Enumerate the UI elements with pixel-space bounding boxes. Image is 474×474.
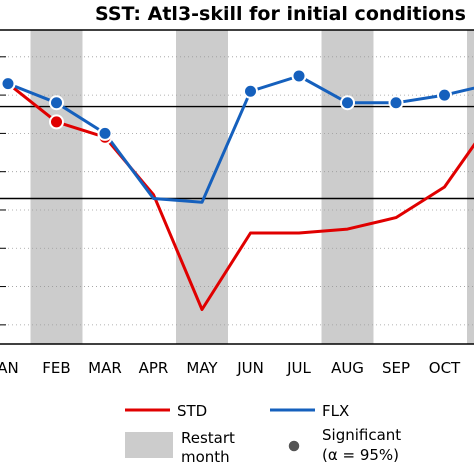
x-tick-label: MAY (186, 359, 218, 377)
marker-flx-aug (340, 95, 355, 111)
restart-bands (30, 30, 474, 344)
chart-title: SST: Atl3-skill for initial conditions (95, 3, 466, 25)
legend-restart-label-2: month (181, 448, 230, 466)
marker-flx-jun (243, 83, 258, 99)
series-line-std (7, 82, 474, 311)
marker-flx-oct (437, 87, 452, 103)
x-tick-label: OCT (429, 359, 461, 377)
x-tick-label: FEB (42, 359, 70, 377)
legend-significant-marker (287, 439, 301, 453)
legend-flx-label: FLX (322, 402, 349, 420)
x-tick-label: AUG (331, 359, 364, 377)
legend-std-label: STD (177, 402, 207, 420)
marker-flx-jul (291, 68, 307, 84)
legend-significant-label-1: Significant (322, 426, 401, 444)
x-tick-label: APR (139, 359, 169, 377)
grid-lines (0, 56, 474, 326)
x-tick-label: JUN (236, 359, 264, 377)
marker-std-feb (49, 114, 64, 130)
x-tick-labels: ANFEBMARAPRMAYJUNJULAUGSEPOCTN (0, 359, 461, 377)
marker-flx-mar (97, 125, 113, 141)
marker-flx-sep (388, 95, 404, 111)
marker-flx-feb (49, 95, 64, 111)
restart-band-feb (30, 30, 83, 344)
legend-significant-label-2: (α = 95%) (322, 446, 399, 464)
x-tick-label: MAR (88, 359, 122, 377)
marker-flx-jan (0, 76, 16, 92)
restart-band-nov (467, 30, 474, 344)
series-markers (0, 68, 452, 145)
legend-restart-swatch (125, 432, 173, 458)
x-tick-label: JUL (286, 359, 311, 377)
legend-restart-label-1: Restart (181, 429, 235, 447)
legend: STD FLX Restart month Significant (α = 9… (125, 402, 401, 466)
x-tick-label: SEP (382, 359, 410, 377)
plot-frame (0, 29, 474, 345)
restart-band-may (176, 30, 228, 344)
restart-band-aug (321, 30, 374, 344)
x-tick-label: AN (0, 359, 19, 377)
